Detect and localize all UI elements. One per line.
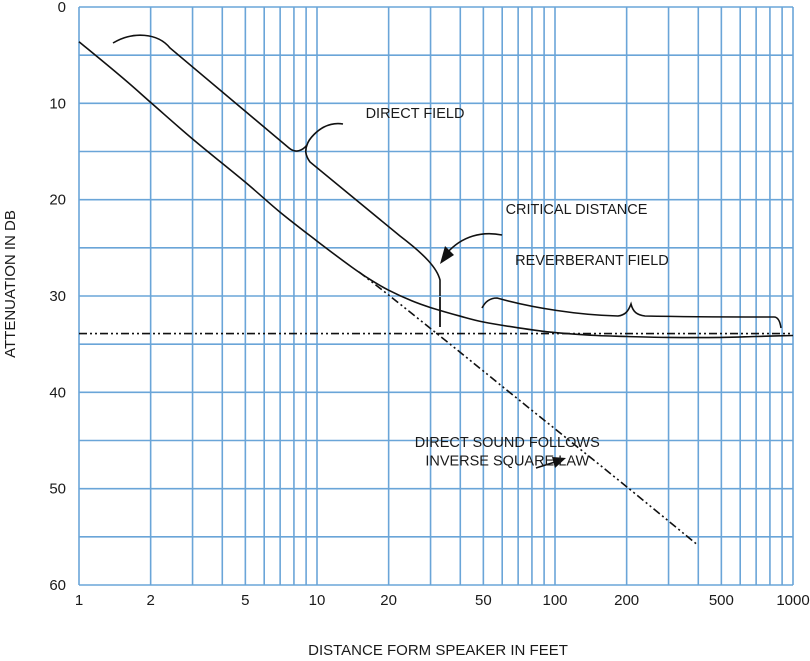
reverberant-field-brace: [481, 297, 782, 329]
x-tick-labels: 1 2 5 10 20 50 100 200 500 1000: [75, 592, 810, 609]
y-tick-labels: 0 10 20 30 40 50 60: [49, 0, 66, 594]
direct-sound-follows-label: DIRECT SOUND FOLLOWS: [415, 435, 600, 451]
y-tick-label: 60: [49, 577, 66, 594]
reverberant-field-label: REVERBERANT FIELD: [515, 253, 669, 269]
inverse-square-line: [358, 271, 699, 547]
x-tick-label: 50: [475, 592, 492, 609]
chart-grid: [78, 6, 794, 586]
x-tick-label: 100: [542, 592, 567, 609]
x-axis-title: DISTANCE FORM SPEAKER IN FEET: [308, 642, 568, 659]
critical-distance-label: CRITICAL DISTANCE: [506, 202, 648, 218]
y-tick-label: 30: [49, 288, 66, 305]
x-tick-label: 2: [146, 592, 154, 609]
total-attenuation-curve: [78, 41, 794, 339]
x-tick-label: 10: [309, 592, 326, 609]
y-tick-label: 10: [49, 95, 66, 112]
y-axis-title: ATTENUATION IN DB: [2, 210, 19, 358]
critical-distance-arrow: [440, 232, 503, 264]
inverse-square-law-label: INVERSE SQUARE LAW: [425, 454, 589, 470]
y-tick-label: 50: [49, 481, 66, 498]
y-tick-label: 40: [49, 384, 66, 401]
x-tick-label: 1000: [776, 592, 809, 609]
direct-field-brace: [112, 34, 441, 296]
x-tick-label: 1: [75, 592, 83, 609]
x-tick-label: 500: [709, 592, 734, 609]
y-tick-label: 20: [49, 192, 66, 209]
y-tick-label: 0: [58, 0, 66, 16]
x-tick-label: 20: [380, 592, 397, 609]
inverse-square-arrow: [535, 457, 566, 469]
x-tick-label: 200: [614, 592, 639, 609]
direct-field-label: DIRECT FIELD: [366, 106, 465, 122]
x-tick-label: 5: [241, 592, 249, 609]
